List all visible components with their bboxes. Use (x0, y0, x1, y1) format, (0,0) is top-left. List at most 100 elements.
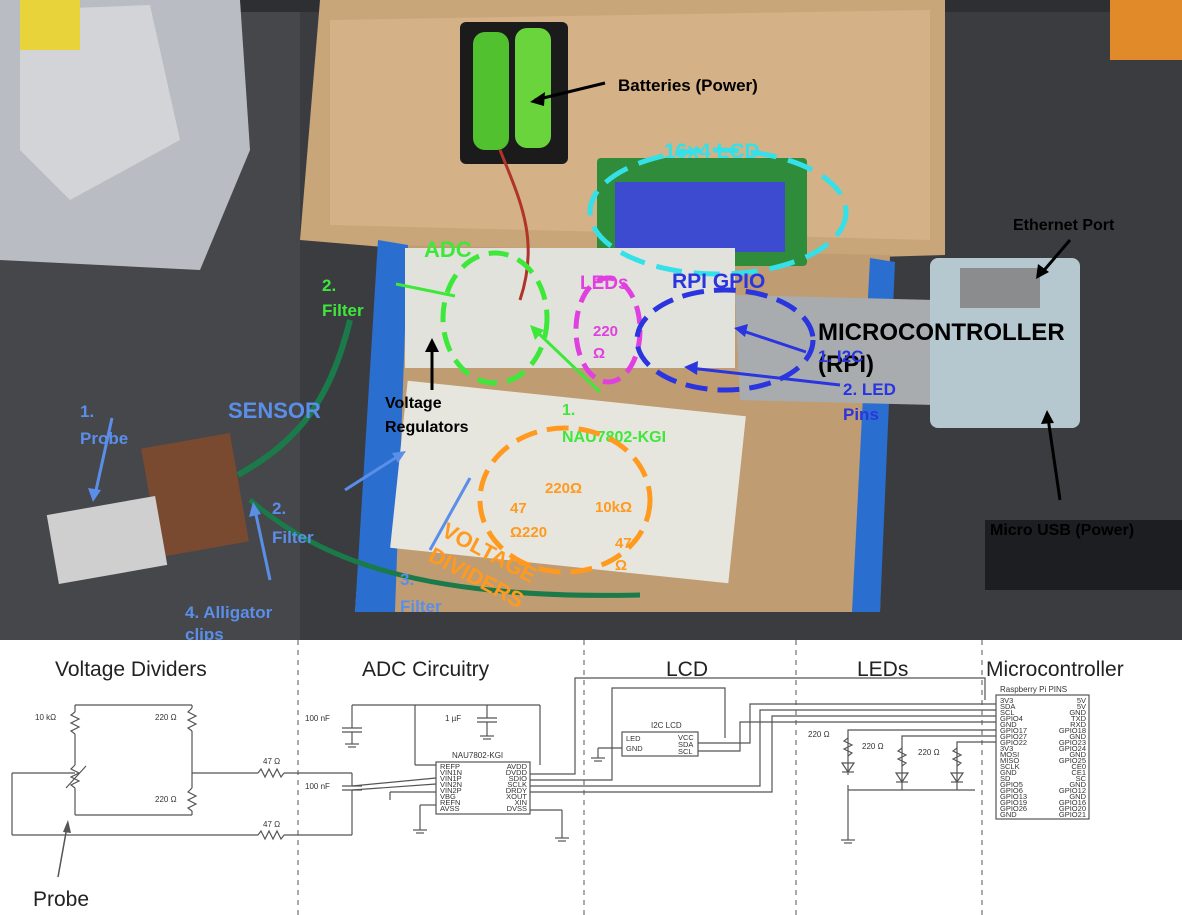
voltage-dividers-outline (477, 425, 653, 575)
lcd-outline (587, 147, 849, 277)
filter-top-label: Filter (322, 301, 364, 320)
rpi-gpio-outline (634, 287, 816, 393)
annotated-photo: Batteries (Power) 16x4 LCD Ethernet Port… (0, 0, 1182, 640)
rpi-pin-l-mosi: MOSI (1000, 750, 1019, 759)
lcd-pin-scl: SCL (678, 747, 693, 756)
divider-r47b-unit: Ω (615, 557, 627, 574)
rpi-pin-l-gpio13: GPIO13 (1000, 792, 1027, 801)
probe-num: 1. (80, 402, 94, 421)
r47a-label: 47 Ω (263, 757, 280, 766)
nau-pin-dvss: DVSS (507, 804, 527, 813)
led-pins-label: 2. LED (843, 380, 896, 399)
led-r1: 220 Ω (808, 730, 830, 739)
c100a-label: 100 nF (305, 714, 330, 723)
r220b-label: 220 Ω (155, 795, 177, 804)
nau-pin-xout: XOUT (506, 792, 527, 801)
divider-r220: 220Ω (545, 480, 582, 497)
rpi-pin-r-ce0: CE0 (1071, 762, 1086, 771)
leds-r-value: 220 (593, 323, 618, 340)
section-leds: LEDs (857, 658, 908, 681)
c100b-label: 100 nF (305, 782, 330, 791)
i2c-arrow (739, 328, 807, 354)
ethernet-label: Ethernet Port (1013, 217, 1115, 234)
usb-hub (985, 520, 1182, 590)
leds-label: LEDs (580, 273, 629, 294)
nau-pin-sclk: SCLK (507, 780, 527, 789)
nau-pin-drdy: DRDY (506, 786, 527, 795)
nau-pin-vbg: VBG (440, 792, 456, 801)
r47b-label: 47 Ω (263, 820, 280, 829)
nau-pin-vin2p: VIN2P (440, 786, 462, 795)
rpi-pin-r-sc: SC (1076, 774, 1087, 783)
breadboard-top (405, 248, 735, 368)
rpi-pin-l-gpio17: GPIO17 (1000, 726, 1027, 735)
interconnect-wires (530, 677, 998, 793)
led-r3: 220 Ω (918, 748, 940, 757)
filter3-label: Filter (400, 597, 442, 616)
led-pins-sub: Pins (843, 405, 879, 424)
nau-num: 1. (562, 402, 575, 419)
rpi-pin-l-gnd: GND (1000, 810, 1017, 819)
rpi-pin-l-gnd: GND (1000, 720, 1017, 729)
lcd-pin-led: LED (626, 734, 641, 743)
lcd-pin-gnd: GND (626, 744, 643, 753)
rpi-pin-r-gnd: GND (1069, 750, 1086, 759)
voltage-regulators-line2: Regulators (385, 419, 469, 436)
led-resistor-3 (951, 747, 963, 767)
nau-pin-vin2n: VIN2N (440, 780, 462, 789)
lcd-pin-vcc: VCC (678, 733, 694, 742)
nau-pin-dvdd: DVDD (506, 768, 528, 777)
section-lcd: LCD (666, 658, 708, 681)
nau-pin-sdio: SDIO (509, 774, 528, 783)
lcd-circuit: I2C LCD LED GND VCC SDA SCL (591, 721, 699, 762)
divider-r47b-value: 47 (615, 535, 632, 552)
probe-plate (141, 433, 249, 557)
i2c-label: 1. I2C (818, 347, 863, 366)
divider-r47: 47 (510, 500, 527, 517)
probe-label: Probe (80, 429, 128, 448)
micro-usb-arrow (1046, 417, 1062, 501)
rpi-pin-r-5v: 5V (1077, 696, 1086, 705)
rpi-pin-l-gpio19: GPIO19 (1000, 798, 1027, 807)
rpi-pin-l-gnd: GND (1000, 768, 1017, 777)
filter3-arrow (428, 477, 472, 551)
rpi-pin-l-3v3: 3V3 (1000, 744, 1013, 753)
breadboard-bottom (390, 380, 746, 584)
leds-r-unit: Ω (593, 345, 605, 362)
sensor-label: SENSOR (228, 398, 321, 423)
filter-bottom-label: Filter (272, 528, 314, 547)
rpi-pin-l-gpio26: GPIO26 (1000, 804, 1027, 813)
adc-label: ADC (424, 237, 472, 262)
rpi-pin-r-gnd: GND (1069, 708, 1086, 717)
rpi-pin-r-gpio24: GPIO24 (1059, 744, 1086, 753)
led-diode-1 (840, 762, 856, 774)
section-adc: ADC Circuitry (362, 658, 490, 681)
rpi-pin-l-scl: SCL (1000, 708, 1015, 717)
probe-block (46, 495, 168, 585)
rpi-pin-r-gpio12: GPIO12 (1059, 786, 1086, 795)
rpi-pin-r-5v: 5V (1077, 702, 1086, 711)
rpi-pin-r-gpio23: GPIO23 (1059, 738, 1086, 747)
led-resistor-1 (842, 737, 854, 757)
c1u-label: 1 µF (445, 714, 461, 723)
r220a-label: 220 Ω (155, 713, 177, 722)
lcd-title: I2C LCD (651, 721, 682, 730)
nau-pin-avss: AVSS (440, 804, 459, 813)
rpi-pin-r-gnd: GND (1069, 780, 1086, 789)
rpi-pin-l-gpio6: GPIO6 (1000, 786, 1023, 795)
rpi-pins: Raspberry Pi PINS 3V3SDASCLGPIO4GNDGPIO1… (995, 685, 1090, 820)
rpi-pin-r-gpio18: GPIO18 (1059, 726, 1086, 735)
rpi-pin-l-sd: SD (1000, 774, 1011, 783)
nau-title: NAU7802-KGI (452, 751, 503, 760)
rpi-pin-l-3v3: 3V3 (1000, 696, 1013, 705)
led-resistor-2 (896, 747, 908, 767)
batteries-label: Batteries (Power) (618, 76, 758, 95)
led-diode-2 (894, 772, 910, 784)
voltage-divider-circuit: 10 kΩ 220 Ω 220 Ω 47 Ω 47 Ω Probe (11, 704, 352, 911)
led-circuit: 220 Ω 220 Ω 220 Ω (808, 729, 998, 844)
nau-pin-avdd: AVDD (507, 762, 528, 771)
filter-bottom-num: 2. (272, 499, 286, 518)
section-microcontroller: Microcontroller (986, 658, 1124, 681)
